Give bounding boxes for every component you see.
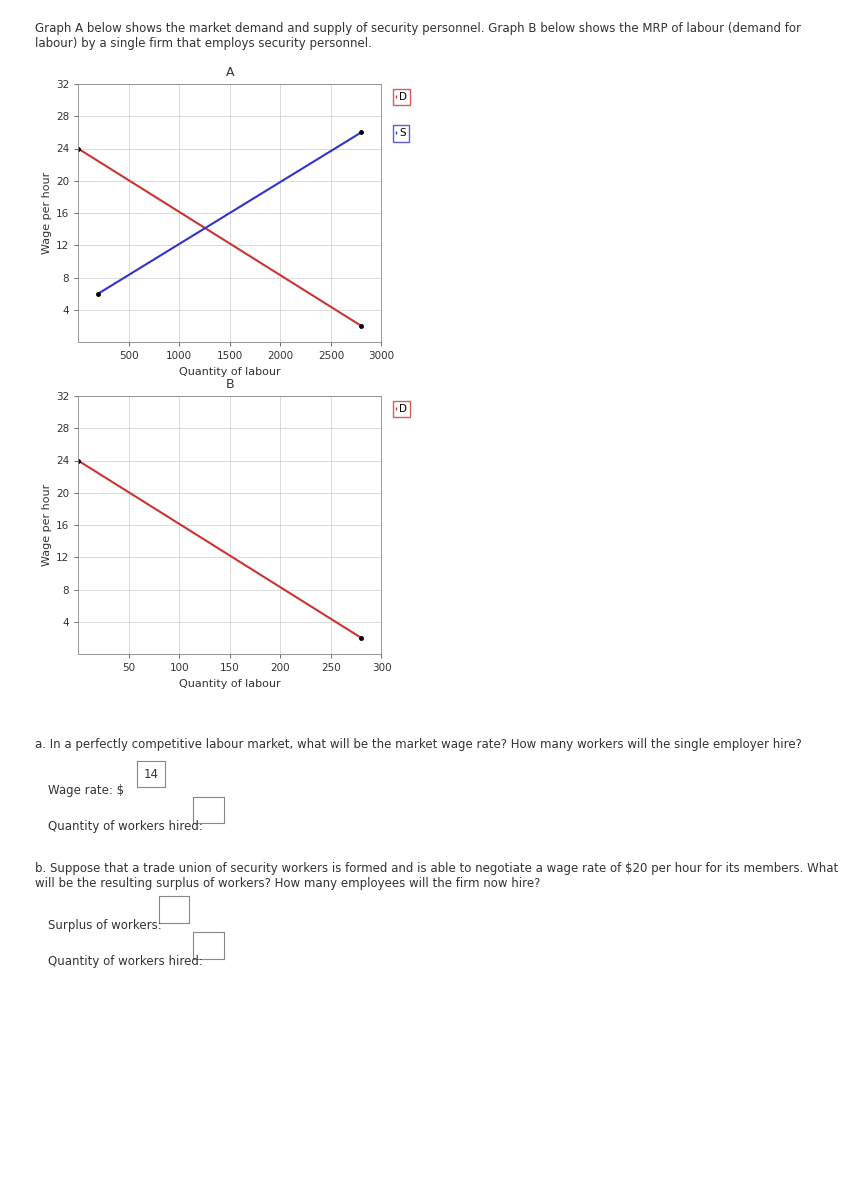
X-axis label: Quantity of labour: Quantity of labour [179, 678, 281, 689]
Text: a. In a perfectly competitive labour market, what will be the market wage rate? : a. In a perfectly competitive labour mar… [35, 738, 802, 751]
Text: 14: 14 [143, 768, 159, 780]
Text: Graph A below shows the market demand and supply of security personnel. Graph B : Graph A below shows the market demand an… [35, 22, 801, 49]
Title: B: B [225, 378, 234, 391]
X-axis label: Quantity of labour: Quantity of labour [179, 366, 281, 377]
Text: Wage rate: $: Wage rate: $ [48, 784, 124, 797]
Y-axis label: Wage per hour: Wage per hour [42, 172, 51, 254]
Text: b. Suppose that a trade union of security workers is formed and is able to negot: b. Suppose that a trade union of securit… [35, 862, 838, 889]
Text: Surplus of workers:: Surplus of workers: [48, 919, 161, 932]
Title: A: A [225, 66, 234, 79]
Y-axis label: Wage per hour: Wage per hour [42, 484, 51, 566]
Legend: D: D [393, 401, 410, 418]
Text: Quantity of workers hired:: Quantity of workers hired: [48, 955, 203, 968]
Legend: S: S [393, 125, 408, 142]
Text: Quantity of workers hired:: Quantity of workers hired: [48, 820, 203, 833]
